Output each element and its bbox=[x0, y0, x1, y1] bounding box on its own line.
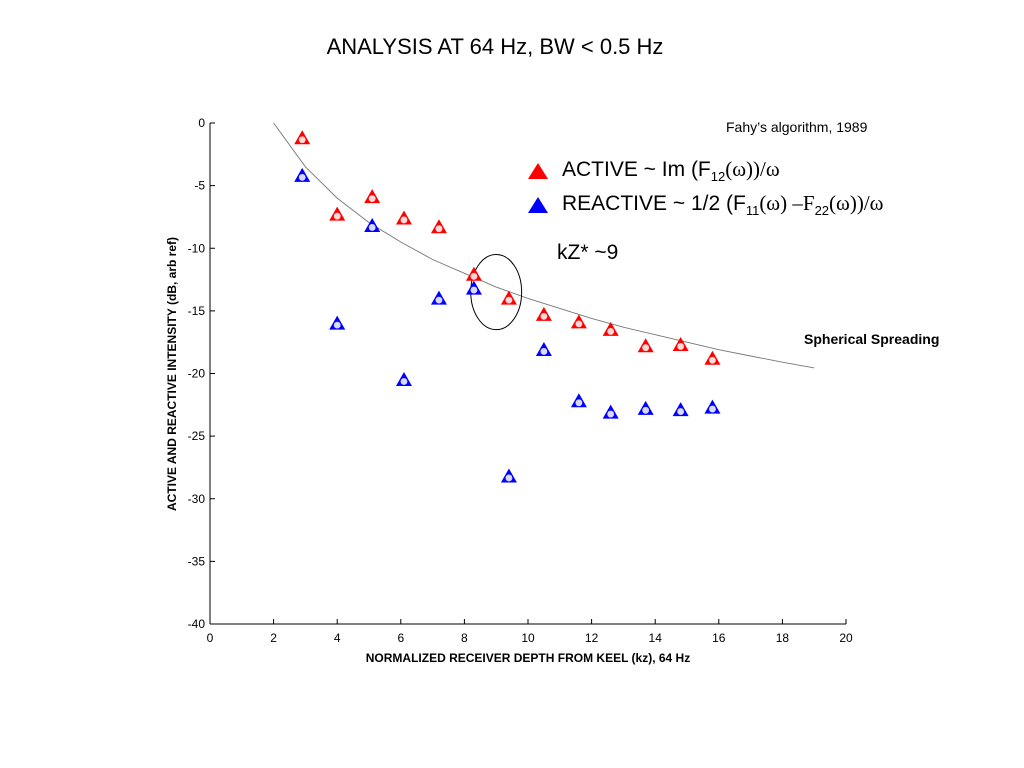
data-point-reactive bbox=[465, 280, 482, 295]
x-tick-label: 12 bbox=[585, 631, 599, 645]
data-point-reactive bbox=[637, 400, 654, 415]
x-tick-label: 2 bbox=[270, 631, 277, 645]
data-point-active bbox=[602, 321, 619, 336]
data-point-reactive bbox=[500, 468, 517, 483]
legend-entry-active: ACTIVE ~ Im (F12(ω))/ω bbox=[528, 157, 780, 184]
data-point-active bbox=[500, 290, 517, 305]
x-tick-label: 6 bbox=[397, 631, 404, 645]
x-tick-label: 8 bbox=[461, 631, 468, 645]
data-point-active bbox=[465, 266, 482, 281]
y-tick-label: -20 bbox=[188, 367, 206, 381]
data-point-reactive bbox=[430, 290, 447, 305]
y-tick-label: 0 bbox=[198, 116, 205, 130]
data-point-active bbox=[430, 219, 447, 234]
data-point-active bbox=[395, 210, 412, 225]
data-point-reactive bbox=[294, 167, 311, 182]
data-point-reactive bbox=[395, 372, 412, 387]
y-tick-label: -40 bbox=[188, 617, 206, 631]
data-point-active bbox=[294, 130, 311, 145]
data-point-reactive bbox=[672, 402, 689, 417]
spherical-spreading-label: Spherical Spreading bbox=[804, 331, 940, 347]
kz-annotation: kZ* ~9 bbox=[557, 241, 619, 264]
data-point-active bbox=[535, 306, 552, 321]
data-point-reactive bbox=[364, 217, 381, 232]
citation-label: Fahy’s algorithm, 1989 bbox=[726, 119, 868, 135]
x-tick-label: 16 bbox=[712, 631, 726, 645]
x-tick-label: 4 bbox=[334, 631, 341, 645]
legend-reactive-marker-icon bbox=[528, 197, 548, 214]
x-tick-label: 18 bbox=[776, 631, 790, 645]
data-point-active bbox=[570, 314, 587, 329]
y-axis-label: ACTIVE AND REACTIVE INTENSITY (dB, arb r… bbox=[165, 236, 179, 512]
data-point-active bbox=[637, 338, 654, 353]
x-tick-label: 14 bbox=[649, 631, 663, 645]
y-tick-label: -5 bbox=[194, 179, 205, 193]
data-point-reactive bbox=[570, 393, 587, 408]
data-point-active bbox=[329, 206, 346, 221]
data-point-active bbox=[672, 336, 689, 351]
spherical-spreading-curve bbox=[273, 122, 815, 369]
data-point-reactive bbox=[602, 404, 619, 419]
chart-title: ANALYSIS AT 64 Hz, BW < 0.5 Hz bbox=[326, 34, 664, 59]
legend-active-marker-icon bbox=[528, 163, 548, 180]
data-point-active bbox=[364, 189, 381, 204]
x-axis-label: NORMALIZED RECEIVER DEPTH FROM KEEL (kz)… bbox=[365, 651, 691, 665]
y-tick-label: -15 bbox=[188, 304, 206, 318]
legend-entry-reactive: REACTIVE ~ 1/2 (F11(ω) –F22(ω))/ω bbox=[528, 191, 884, 218]
x-tick-label: 0 bbox=[207, 631, 214, 645]
y-tick-label: -30 bbox=[188, 492, 206, 506]
data-point-reactive bbox=[329, 315, 346, 330]
x-tick-label: 20 bbox=[839, 631, 853, 645]
y-tick-label: -25 bbox=[188, 429, 206, 443]
data-point-reactive bbox=[704, 399, 721, 414]
data-point-active bbox=[704, 350, 721, 365]
data-point-reactive bbox=[535, 341, 552, 356]
y-tick-label: -10 bbox=[188, 241, 206, 255]
y-tick-label: -35 bbox=[188, 554, 206, 568]
x-tick-label: 10 bbox=[521, 631, 535, 645]
